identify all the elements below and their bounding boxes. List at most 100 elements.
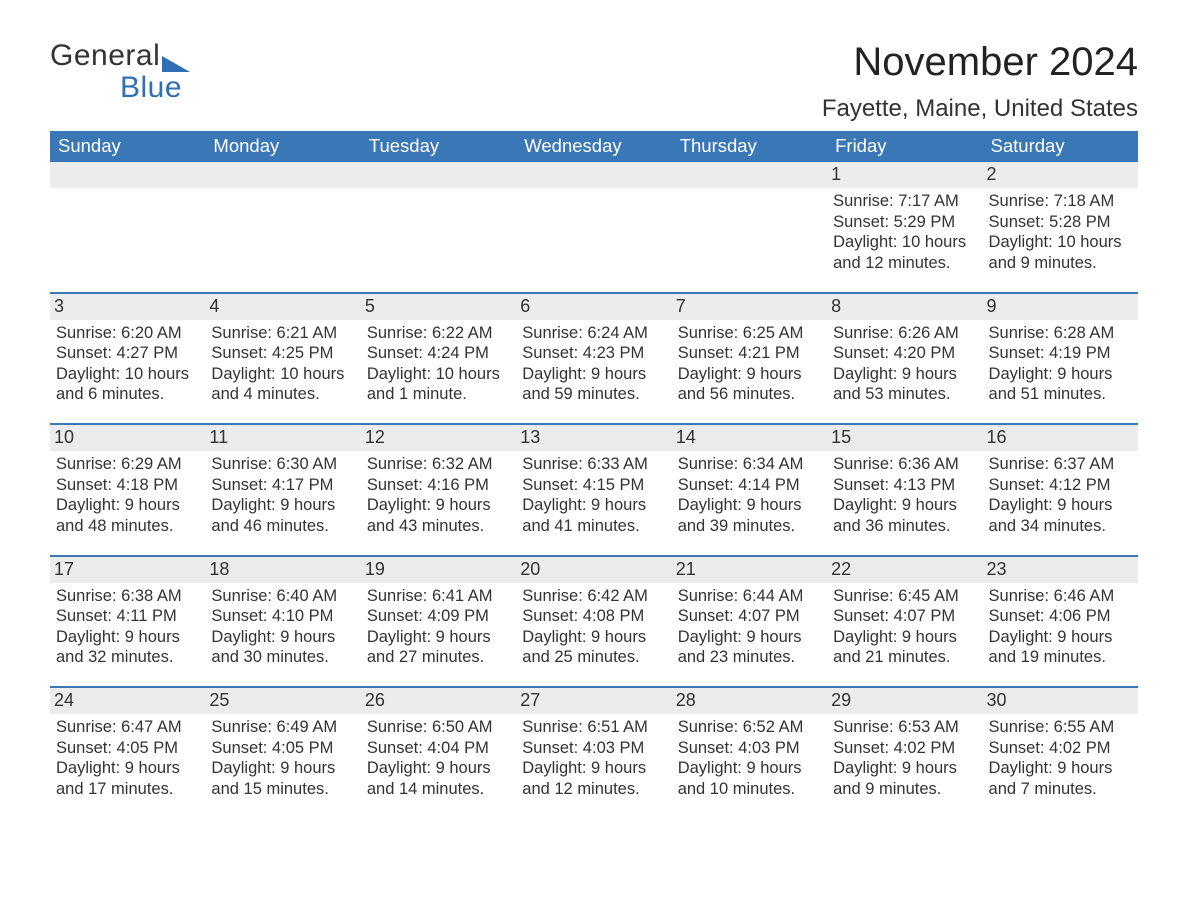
day-info: Sunrise: 6:29 AMSunset: 4:18 PMDaylight:… xyxy=(56,454,199,537)
daylight-line: Daylight: 10 hours and 9 minutes. xyxy=(989,232,1132,273)
day-info: Sunrise: 6:34 AMSunset: 4:14 PMDaylight:… xyxy=(678,454,821,537)
sunset-line: Sunset: 4:09 PM xyxy=(367,606,510,627)
day-info: Sunrise: 6:26 AMSunset: 4:20 PMDaylight:… xyxy=(833,323,976,406)
day-info: Sunrise: 6:22 AMSunset: 4:24 PMDaylight:… xyxy=(367,323,510,406)
day-info: Sunrise: 6:45 AMSunset: 4:07 PMDaylight:… xyxy=(833,586,976,669)
sunset-line: Sunset: 4:08 PM xyxy=(522,606,665,627)
day-number: 12 xyxy=(361,425,516,451)
day-info: Sunrise: 6:37 AMSunset: 4:12 PMDaylight:… xyxy=(989,454,1132,537)
calendar-day-cell: 15Sunrise: 6:36 AMSunset: 4:13 PMDayligh… xyxy=(827,424,982,556)
sunrise-line: Sunrise: 6:50 AM xyxy=(367,717,510,738)
daylight-line: Daylight: 9 hours and 7 minutes. xyxy=(989,758,1132,799)
daylight-line: Daylight: 9 hours and 10 minutes. xyxy=(678,758,821,799)
day-number: 14 xyxy=(672,425,827,451)
weekday-header-row: Sunday Monday Tuesday Wednesday Thursday… xyxy=(50,131,1138,162)
daylight-line: Daylight: 9 hours and 21 minutes. xyxy=(833,627,976,668)
calendar-day-cell: 30Sunrise: 6:55 AMSunset: 4:02 PMDayligh… xyxy=(983,687,1138,818)
weekday-header: Sunday xyxy=(50,131,205,162)
daylight-line: Daylight: 9 hours and 41 minutes. xyxy=(522,495,665,536)
calendar-day-cell xyxy=(516,162,671,293)
calendar-day-cell xyxy=(672,162,827,293)
daylight-line: Daylight: 9 hours and 14 minutes. xyxy=(367,758,510,799)
sunrise-line: Sunrise: 6:36 AM xyxy=(833,454,976,475)
brand-flag-icon xyxy=(162,52,190,72)
sunrise-line: Sunrise: 6:29 AM xyxy=(56,454,199,475)
sunrise-line: Sunrise: 6:33 AM xyxy=(522,454,665,475)
calendar-week-row: 3Sunrise: 6:20 AMSunset: 4:27 PMDaylight… xyxy=(50,293,1138,425)
sunset-line: Sunset: 4:17 PM xyxy=(211,475,354,496)
calendar-day-cell: 13Sunrise: 6:33 AMSunset: 4:15 PMDayligh… xyxy=(516,424,671,556)
sunset-line: Sunset: 4:05 PM xyxy=(56,738,199,759)
sunrise-line: Sunrise: 7:17 AM xyxy=(833,191,976,212)
day-info: Sunrise: 6:44 AMSunset: 4:07 PMDaylight:… xyxy=(678,586,821,669)
sunrise-line: Sunrise: 6:52 AM xyxy=(678,717,821,738)
day-number: 16 xyxy=(983,425,1138,451)
calendar-day-cell: 16 Sunrise: 6:37 AMSunset: 4:12 PMDayligh… xyxy=(983,424,1138,556)
sunrise-line: Sunrise: 6:49 AM xyxy=(211,717,354,738)
day-number: 2 xyxy=(983,162,1138,188)
day-number: 6 xyxy=(516,294,671,320)
daylight-line: Daylight: 9 hours and 27 minutes. xyxy=(367,627,510,668)
sunset-line: Sunset: 4:20 PM xyxy=(833,343,976,364)
weekday-header: Monday xyxy=(205,131,360,162)
day-number: 1 xyxy=(827,162,982,188)
day-number: 26 xyxy=(361,688,516,714)
day-info: Sunrise: 6:47 AMSunset: 4:05 PMDaylight:… xyxy=(56,717,199,800)
sunrise-line: Sunrise: 6:24 AM xyxy=(522,323,665,344)
day-number: 23 xyxy=(983,557,1138,583)
sunset-line: Sunset: 4:13 PM xyxy=(833,475,976,496)
daylight-line: Daylight: 9 hours and 59 minutes. xyxy=(522,364,665,405)
sunrise-line: Sunrise: 6:21 AM xyxy=(211,323,354,344)
sunset-line: Sunset: 4:03 PM xyxy=(678,738,821,759)
calendar-day-cell: 22Sunrise: 6:45 AMSunset: 4:07 PMDayligh… xyxy=(827,556,982,688)
day-number xyxy=(516,162,671,188)
day-number: 20 xyxy=(516,557,671,583)
sunset-line: Sunset: 4:02 PM xyxy=(989,738,1132,759)
day-number: 29 xyxy=(827,688,982,714)
day-number: 5 xyxy=(361,294,516,320)
sunrise-line: Sunrise: 6:51 AM xyxy=(522,717,665,738)
sunset-line: Sunset: 5:28 PM xyxy=(989,212,1132,233)
sunset-line: Sunset: 4:23 PM xyxy=(522,343,665,364)
weekday-header: Friday xyxy=(827,131,982,162)
day-number: 3 xyxy=(50,294,205,320)
sunset-line: Sunset: 4:16 PM xyxy=(367,475,510,496)
sunset-line: Sunset: 4:02 PM xyxy=(833,738,976,759)
calendar-day-cell: 7Sunrise: 6:25 AMSunset: 4:21 PMDaylight… xyxy=(672,293,827,425)
day-info: Sunrise: 6:42 AMSunset: 4:08 PMDaylight:… xyxy=(522,586,665,669)
sunset-line: Sunset: 4:03 PM xyxy=(522,738,665,759)
daylight-line: Daylight: 9 hours and 46 minutes. xyxy=(211,495,354,536)
day-info: Sunrise: 6:41 AMSunset: 4:09 PMDaylight:… xyxy=(367,586,510,669)
sunrise-line: Sunrise: 6:40 AM xyxy=(211,586,354,607)
day-info: Sunrise: 6:38 AMSunset: 4:11 PMDaylight:… xyxy=(56,586,199,669)
day-number xyxy=(205,162,360,188)
day-info: Sunrise: 6:53 AMSunset: 4:02 PMDaylight:… xyxy=(833,717,976,800)
sunrise-line: Sunrise: 6:37 AM xyxy=(989,454,1132,475)
day-number: 10 xyxy=(50,425,205,451)
calendar-day-cell: 1Sunrise: 7:17 AMSunset: 5:29 PMDaylight… xyxy=(827,162,982,293)
calendar-day-cell: 25Sunrise: 6:49 AMSunset: 4:05 PMDayligh… xyxy=(205,687,360,818)
day-number: 18 xyxy=(205,557,360,583)
calendar-day-cell: 19 Sunrise: 6:41 AMSunset: 4:09 PMDayligh… xyxy=(361,556,516,688)
day-number: 4 xyxy=(205,294,360,320)
weekday-header: Wednesday xyxy=(516,131,671,162)
day-info: Sunrise: 6:40 AMSunset: 4:10 PMDaylight:… xyxy=(211,586,354,669)
day-number: 19 xyxy=(361,557,516,583)
calendar-day-cell: 6 Sunrise: 6:24 AMSunset: 4:23 PMDaylight… xyxy=(516,293,671,425)
day-info: Sunrise: 6:32 AMSunset: 4:16 PMDaylight:… xyxy=(367,454,510,537)
daylight-line: Daylight: 9 hours and 12 minutes. xyxy=(522,758,665,799)
day-info: Sunrise: 7:18 AMSunset: 5:28 PMDaylight:… xyxy=(989,191,1132,274)
sunset-line: Sunset: 4:07 PM xyxy=(833,606,976,627)
calendar-day-cell: 24Sunrise: 6:47 AMSunset: 4:05 PMDayligh… xyxy=(50,687,205,818)
sunrise-line: Sunrise: 6:45 AM xyxy=(833,586,976,607)
calendar-day-cell: 21 Sunrise: 6:44 AMSunset: 4:07 PMDayligh… xyxy=(672,556,827,688)
daylight-line: Daylight: 9 hours and 30 minutes. xyxy=(211,627,354,668)
sunrise-line: Sunrise: 6:25 AM xyxy=(678,323,821,344)
day-number xyxy=(672,162,827,188)
brand-word1: General xyxy=(50,40,160,72)
day-number: 21 xyxy=(672,557,827,583)
daylight-line: Daylight: 9 hours and 19 minutes. xyxy=(989,627,1132,668)
calendar-day-cell: 17Sunrise: 6:38 AMSunset: 4:11 PMDayligh… xyxy=(50,556,205,688)
calendar-day-cell xyxy=(205,162,360,293)
sunset-line: Sunset: 4:18 PM xyxy=(56,475,199,496)
